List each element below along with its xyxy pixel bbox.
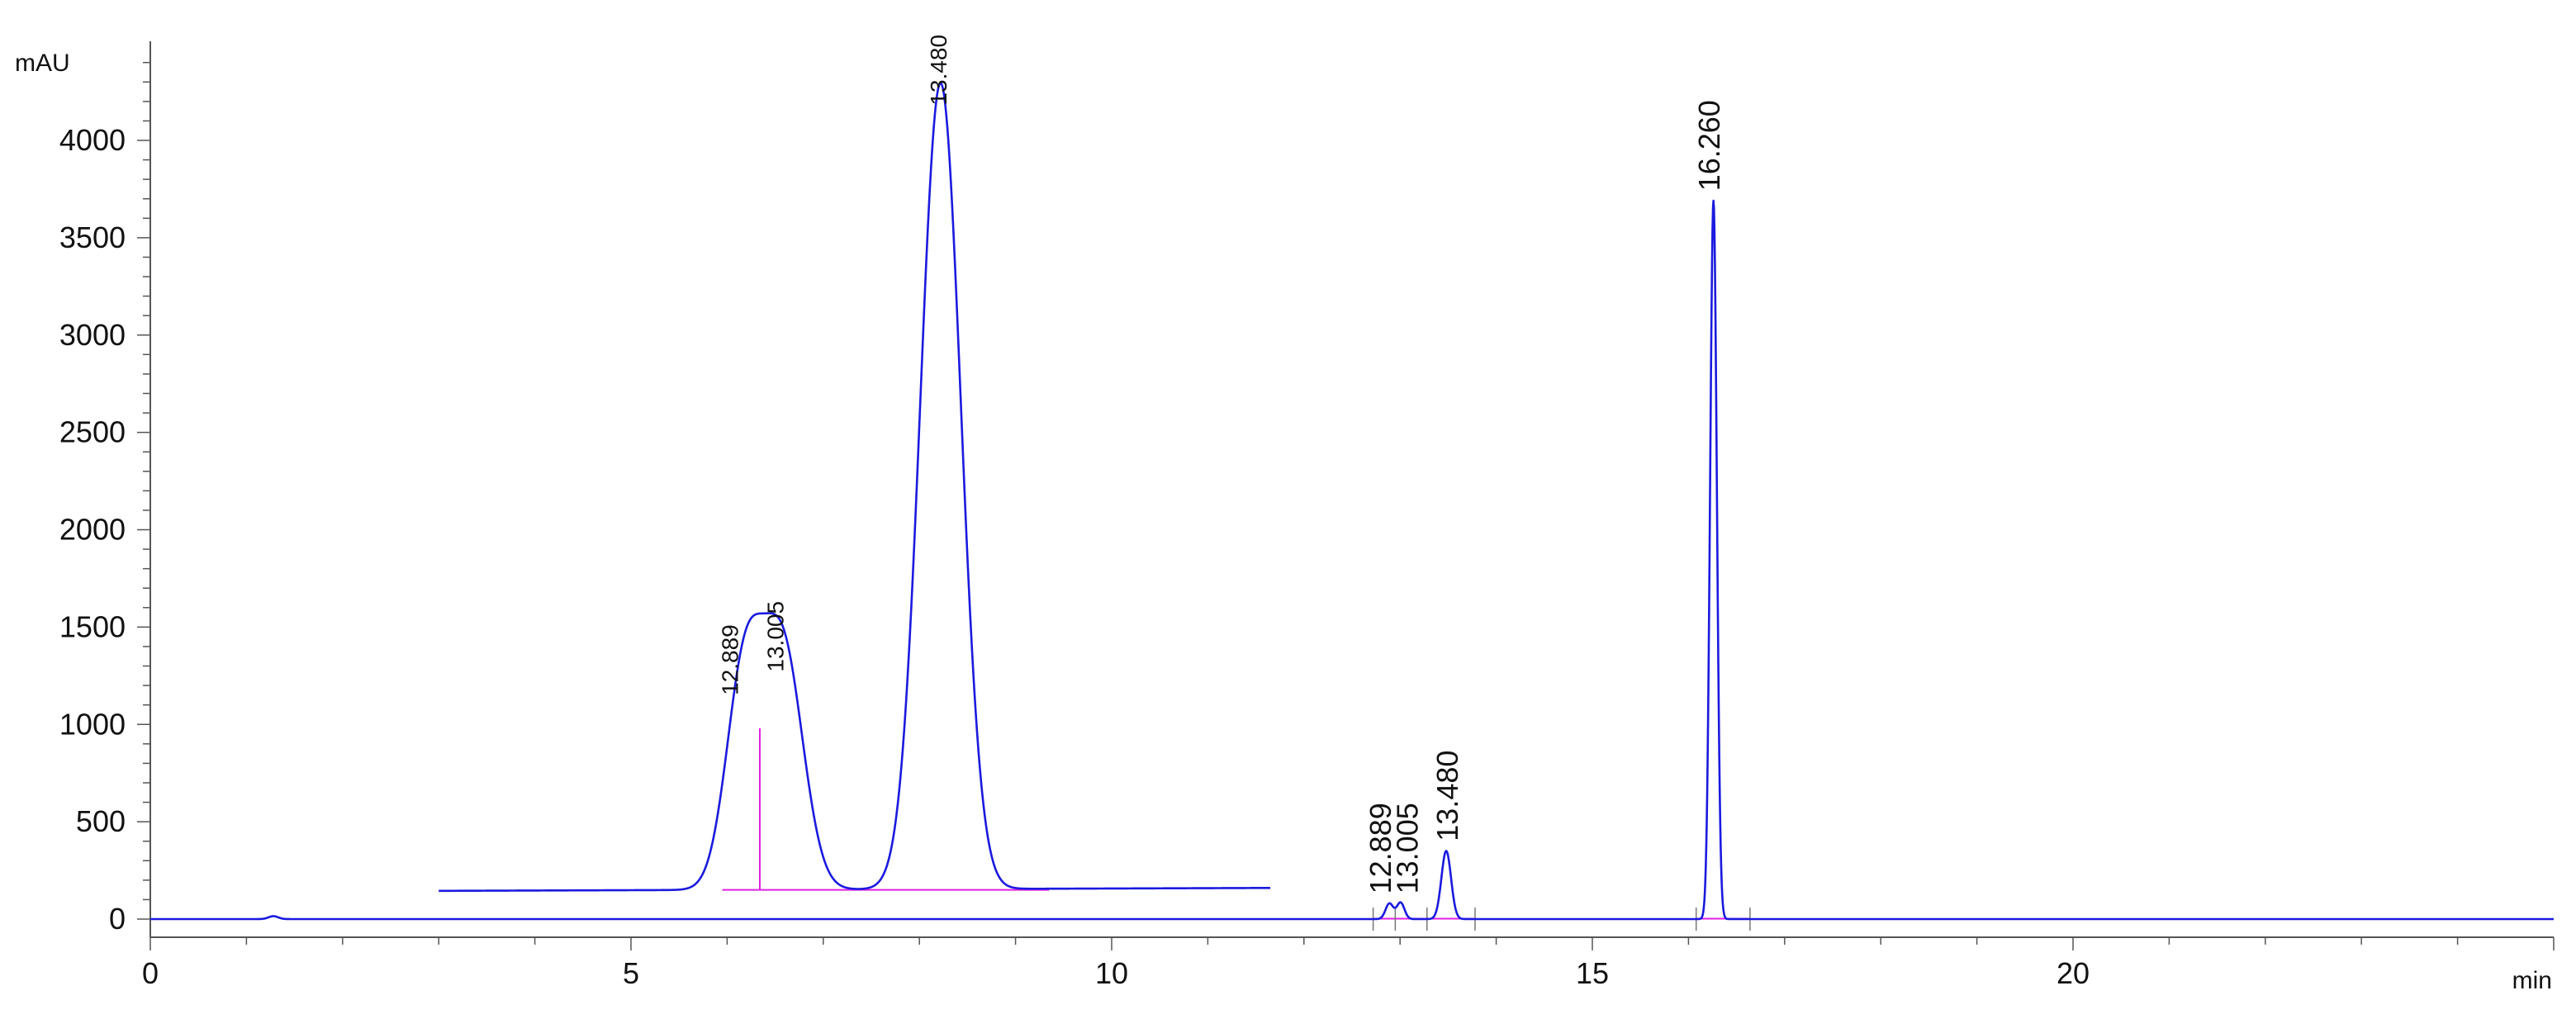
- x-tick-label: 10: [1095, 956, 1128, 990]
- y-tick-label: 3000: [59, 318, 126, 352]
- y-tick-label: 2000: [59, 513, 126, 547]
- peak-labels: 12.889 13.00513.48012.88913.00513.48016.2…: [718, 35, 1726, 893]
- y-tick-label: 4000: [59, 123, 126, 157]
- chromatogram-traces: [149, 82, 2555, 921]
- x-axis-unit-label: min: [2512, 967, 2552, 994]
- x-axis-ticks: 0 5 10 15 20: [142, 937, 2555, 990]
- y-tick-label: 1000: [59, 707, 126, 741]
- peak-retention-time-label: 12.889: [1364, 803, 1397, 893]
- x-tick-label: 5: [623, 956, 639, 990]
- x-tick-label: 20: [2057, 956, 2090, 990]
- y-axis-ticks: 0 500 1000 1500 2000 2500 3000 3500 4000: [59, 61, 150, 936]
- y-tick-label: 2500: [59, 415, 126, 449]
- peak-retention-time-label: 13.005: [1390, 803, 1424, 893]
- peak-retention-time-label: 13.480: [1430, 751, 1464, 841]
- x-tick-label: 0: [142, 956, 159, 990]
- x-tick-label: 15: [1576, 956, 1609, 990]
- y-tick-label: 500: [76, 804, 126, 838]
- peak-retention-time-label: 13.005: [762, 601, 788, 672]
- y-tick-label: 0: [109, 902, 126, 936]
- overlay-trace: [438, 82, 1272, 893]
- integration-baselines: [722, 728, 1751, 931]
- axes: 0 500 1000 1500 2000 2500 3000 3500 4000 0 5 10 15 2…: [59, 41, 2555, 990]
- peak-retention-time-label: 12.889: [718, 624, 743, 695]
- peak-retention-time-label: 13.480: [926, 35, 951, 106]
- main-trace: [149, 199, 2555, 921]
- y-tick-label: 3500: [59, 220, 126, 254]
- peak-retention-time-label: 16.260: [1692, 100, 1726, 191]
- y-axis-unit-label: mAU: [15, 50, 70, 77]
- y-tick-label: 1500: [59, 609, 126, 643]
